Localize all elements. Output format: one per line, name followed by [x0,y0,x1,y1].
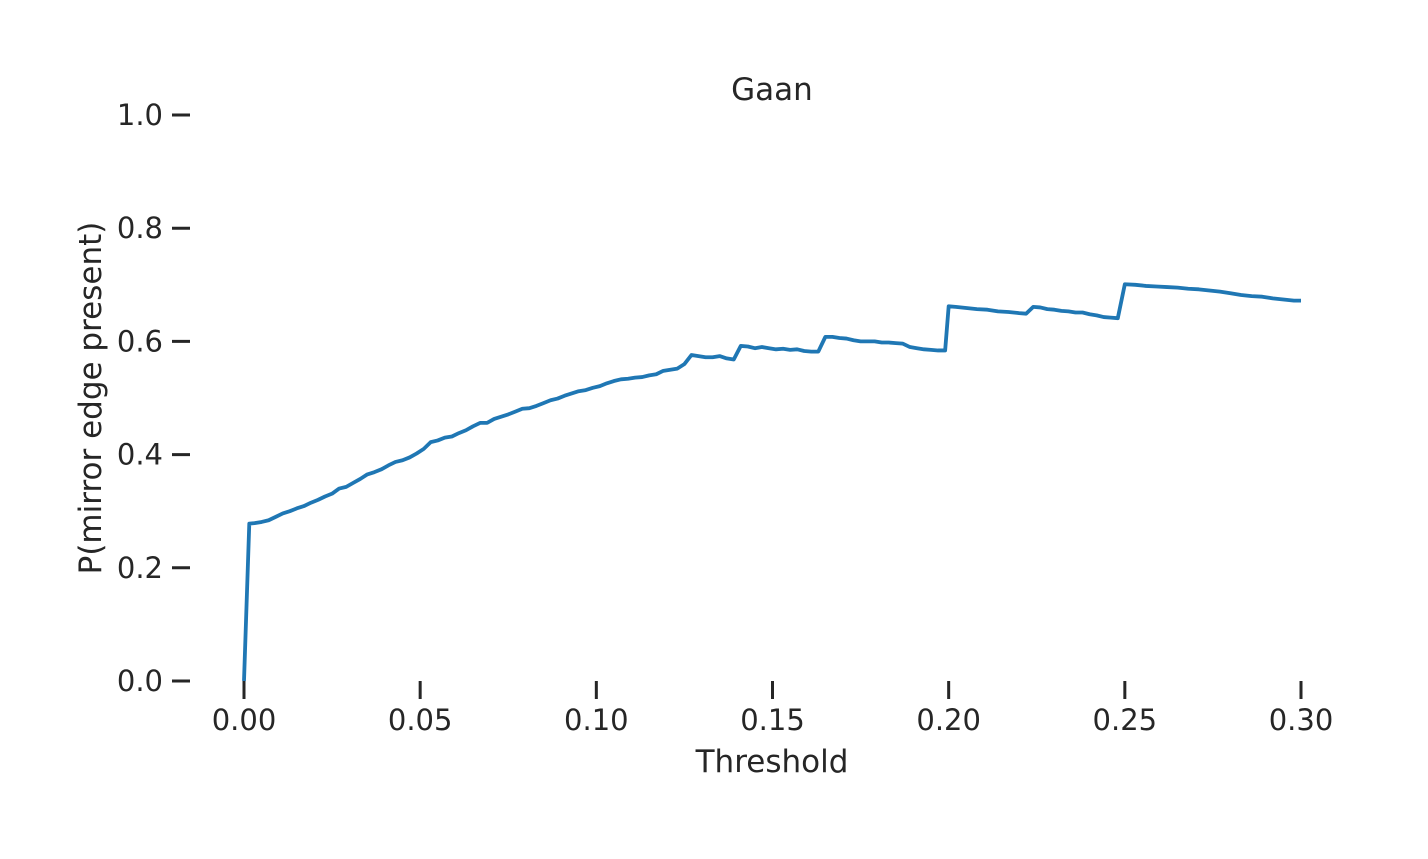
y-tick-label: 0.6 [117,324,163,358]
x-tick-label: 0.10 [564,703,629,737]
y-tick-label: 0.4 [117,438,163,472]
y-axis-ticks: 0.0 0.2 0.4 0.6 0.8 1.0 [117,98,190,698]
x-tick-label: 0.00 [212,703,277,737]
y-tick-label: 0.2 [117,551,163,585]
y-tick-label: 0.0 [117,664,163,698]
chart-title: Gaan [731,72,813,108]
y-axis-label: P(mirror edge present) [73,222,109,575]
x-axis-ticks: 0.00 0.05 0.10 0.15 0.20 0.25 0.30 [212,681,1334,737]
x-tick-label: 0.25 [1093,703,1158,737]
data-series-line [242,282,1301,682]
x-tick-label: 0.05 [388,703,453,737]
y-tick-label: 0.8 [117,211,163,245]
x-tick-label: 0.20 [916,703,981,737]
x-tick-label: 0.15 [740,703,805,737]
y-tick-label: 1.0 [117,98,163,132]
x-tick-label: 0.30 [1269,703,1334,737]
x-axis-label: Threshold [695,744,849,780]
